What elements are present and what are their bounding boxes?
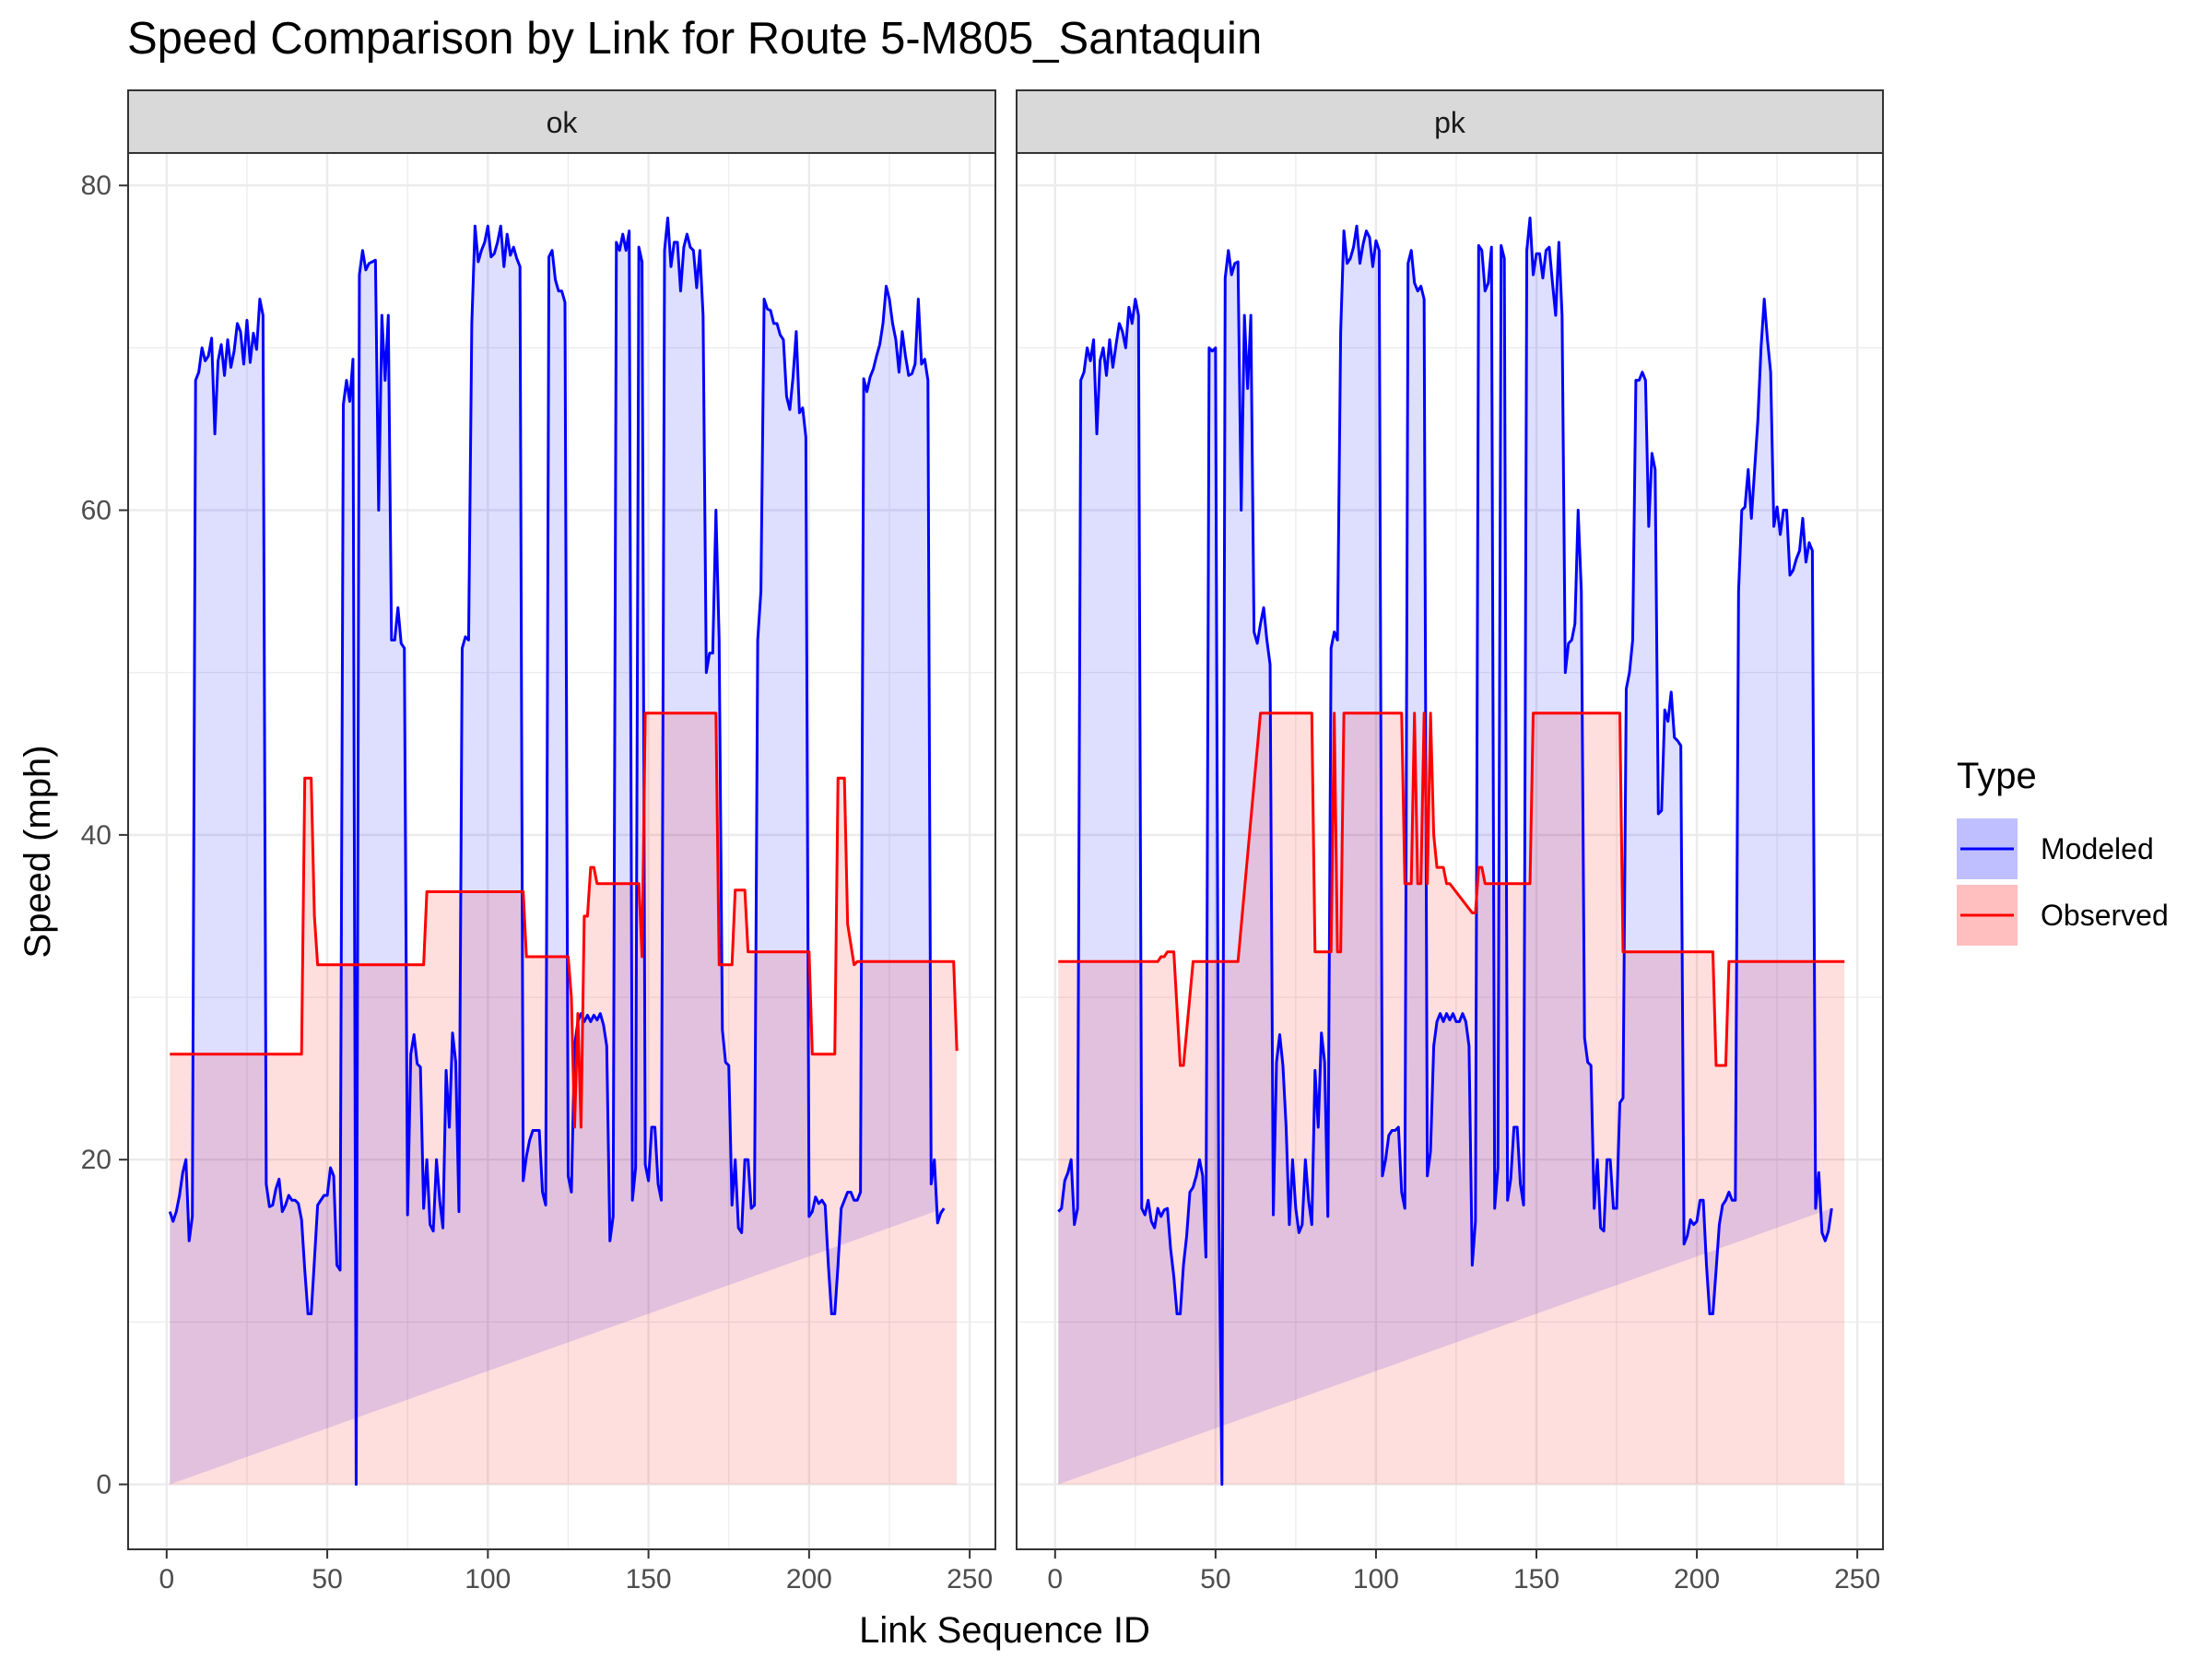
- x-tick-label: 50: [312, 1564, 342, 1594]
- panel-pk-x-axis: 0 50 100 150 200 250: [1047, 1549, 1880, 1594]
- x-tick-label: 250: [1834, 1564, 1880, 1594]
- series-line-observed: [1058, 712, 1845, 1067]
- panel-pk-strip-label: pk: [1434, 106, 1466, 139]
- x-tick-label: 200: [1674, 1564, 1720, 1594]
- y-axis-title: Speed (mph): [18, 745, 58, 958]
- x-tick-label: 100: [1353, 1564, 1399, 1594]
- series-line-modeled: [1057, 216, 1833, 1487]
- x-tick-label: 50: [1200, 1564, 1230, 1594]
- y-tick-label: 0: [96, 1470, 112, 1500]
- panel-ok-strip-label: ok: [547, 106, 579, 139]
- x-tick-label: 150: [1513, 1564, 1559, 1594]
- x-tick-label: 100: [465, 1564, 511, 1594]
- legend: Type Modeled Observed: [1957, 756, 2169, 946]
- x-tick-label: 250: [947, 1564, 993, 1594]
- panel-pk: pk 0 50 100 150 200 250: [1016, 89, 1884, 1594]
- y-tick-label: 60: [81, 496, 112, 526]
- y-tick-label: 80: [81, 171, 112, 201]
- area-modeled: [1058, 218, 1832, 1485]
- legend-title: Type: [1957, 756, 2037, 796]
- panel-background: [128, 153, 995, 1549]
- chart-title: Speed Comparison by Link for Route 5-M80…: [127, 14, 1262, 64]
- y-axis: 0 20 40 60 80: [81, 171, 128, 1500]
- panel-ok-grid: [128, 153, 995, 1549]
- panel-pk-lines: [1057, 216, 1845, 1487]
- area-observed: [170, 712, 958, 1485]
- x-axis-title: Link Sequence ID: [859, 1610, 1150, 1651]
- legend-label-modeled: Modeled: [2041, 832, 2154, 865]
- x-tick-label: 200: [786, 1564, 832, 1594]
- y-tick-label: 40: [81, 820, 112, 851]
- x-tick-label: 150: [626, 1564, 672, 1594]
- area-modeled: [170, 218, 945, 1485]
- panel-pk-strip: [1016, 89, 1884, 154]
- panel-ok: ok 0 50 100 150 200 250: [127, 89, 996, 1594]
- series-line-observed: [170, 712, 959, 1129]
- panel-pk-ribbons: [1058, 218, 1845, 1485]
- panel-ok-strip: [127, 89, 996, 154]
- x-tick-label: 0: [159, 1564, 174, 1594]
- series-line-modeled: [168, 216, 946, 1487]
- panel-ok-ribbons: [170, 218, 958, 1485]
- panel-ok-lines: [168, 216, 959, 1487]
- y-tick-label: 20: [81, 1145, 112, 1175]
- area-observed: [1058, 712, 1845, 1485]
- x-tick-label: 0: [1047, 1564, 1063, 1594]
- panel-ok-x-axis: 0 50 100 150 200 250: [159, 1549, 993, 1594]
- legend-label-observed: Observed: [2041, 899, 2169, 932]
